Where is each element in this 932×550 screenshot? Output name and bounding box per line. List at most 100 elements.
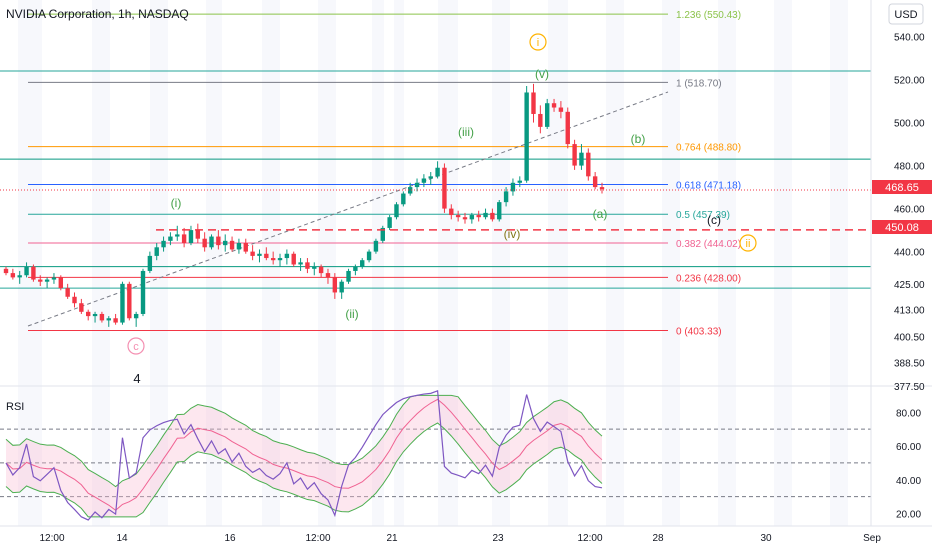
candle-body xyxy=(127,283,132,319)
price-tick-label: 500.00 xyxy=(894,119,925,130)
session-band xyxy=(18,0,42,526)
candle-body xyxy=(209,236,214,248)
candle-body xyxy=(10,273,16,278)
time-tick-label: 12:00 xyxy=(305,533,330,544)
time-tick-label: 21 xyxy=(386,533,398,544)
candle-body xyxy=(414,182,420,188)
rsi-tick-label: 20.00 xyxy=(896,510,921,521)
wave-circle xyxy=(127,337,145,355)
candle-body xyxy=(455,215,461,218)
wave-circle xyxy=(739,234,757,252)
wave-label: i xyxy=(537,37,539,49)
candle-body xyxy=(353,266,358,271)
candle-body xyxy=(483,212,488,218)
candle-body xyxy=(147,255,153,271)
wave-label: (ii) xyxy=(345,307,358,321)
candle-body xyxy=(236,242,242,250)
marked-price-badge: 450.08 xyxy=(872,220,932,234)
candle-body xyxy=(72,296,77,304)
rsi-axis[interactable]: 80.00 60.00 40.00 20.00 xyxy=(896,408,921,520)
price-tick-label: 388.50 xyxy=(894,358,925,369)
candle-body xyxy=(86,311,91,317)
candle-body xyxy=(517,180,522,183)
price-axis[interactable]: 540.00 520.00 500.00 480.00 460.00 440.00 425.… xyxy=(894,33,925,393)
rsi-tick-label: 80.00 xyxy=(896,408,921,419)
candle-body xyxy=(175,234,180,237)
session-band xyxy=(92,0,110,526)
rsi-tick-label: 60.00 xyxy=(896,442,921,453)
candle-body xyxy=(503,191,509,203)
candle-body xyxy=(551,103,557,108)
candle-body xyxy=(106,318,111,321)
candle-body xyxy=(599,187,605,190)
candle-body xyxy=(24,266,29,276)
fib-retracement[interactable]: 1.236 (550.43) 1 (518.70) 0.764 (488.80) 0.… xyxy=(28,10,741,337)
candle-body xyxy=(394,204,399,218)
candle-body xyxy=(195,230,201,239)
candle-body xyxy=(99,313,105,321)
candle-body xyxy=(17,275,22,278)
candle-body xyxy=(291,253,296,265)
candle-body xyxy=(181,234,187,243)
wave-label: (i) xyxy=(171,196,182,210)
wave-label: (c) xyxy=(707,213,721,227)
time-tick-label: 28 xyxy=(652,533,664,544)
price-tick-label: 413.00 xyxy=(894,306,925,317)
candle-body xyxy=(257,253,262,256)
session-band xyxy=(718,0,736,526)
rsi-pane xyxy=(0,390,871,521)
time-tick-label: 23 xyxy=(492,533,504,544)
session-band xyxy=(150,0,168,526)
candle-body xyxy=(346,270,351,282)
price-tick-label: 540.00 xyxy=(894,33,925,44)
candle-body xyxy=(339,281,344,293)
candle-body xyxy=(401,193,406,205)
candle-body xyxy=(558,107,564,112)
fib-level-label: 0 (403.33) xyxy=(676,326,722,337)
candle-body xyxy=(3,268,9,274)
price-tick-label: 460.00 xyxy=(894,205,925,216)
candle-body xyxy=(168,236,173,241)
candle-body xyxy=(586,152,591,177)
rsi-label: RSI xyxy=(6,401,24,413)
candle-body xyxy=(476,215,481,218)
rsi-tick-label: 40.00 xyxy=(896,476,921,487)
currency-label: USD xyxy=(894,9,917,21)
candle-body xyxy=(229,240,235,250)
candle-body xyxy=(462,217,468,220)
price-tick-label: 425.00 xyxy=(894,280,925,291)
candle-body xyxy=(435,167,440,177)
candle-body xyxy=(161,240,166,248)
candle-body xyxy=(305,262,310,269)
fib-level-label: 1 (518.70) xyxy=(676,78,722,89)
horizontal-lines xyxy=(0,70,871,289)
candle-body xyxy=(524,92,529,181)
candle-body xyxy=(44,279,50,282)
candle-body xyxy=(270,258,276,261)
wave-label: c xyxy=(133,341,139,353)
fib-level-label: 0.764 (488.80) xyxy=(676,143,741,154)
candle-body xyxy=(428,176,433,179)
currency-button[interactable]: USD xyxy=(888,3,924,25)
candle-body xyxy=(79,303,84,312)
time-axis[interactable]: 12:00 14 16 12:00 21 23 12:00 28 30 Sep xyxy=(39,533,881,544)
rsi-lower-band xyxy=(5,422,603,518)
session-band xyxy=(394,0,404,526)
fib-level-label: 0.382 (444.02) xyxy=(676,239,741,250)
price-tick-label: 377.50 xyxy=(894,382,925,393)
candle-body xyxy=(421,178,427,183)
time-tick-label: 16 xyxy=(224,533,236,544)
candle-body xyxy=(188,230,194,243)
candle-body xyxy=(216,236,221,246)
candle-body xyxy=(366,251,372,261)
wave-label: (iv) xyxy=(504,227,521,241)
wave-label: 4 xyxy=(133,371,140,386)
session-band xyxy=(262,0,280,526)
candle-body xyxy=(497,202,502,220)
candle-body xyxy=(373,240,379,252)
price-tick-label: 480.00 xyxy=(894,162,925,173)
time-tick-label: 12:00 xyxy=(577,533,602,544)
candle-body xyxy=(325,273,331,278)
